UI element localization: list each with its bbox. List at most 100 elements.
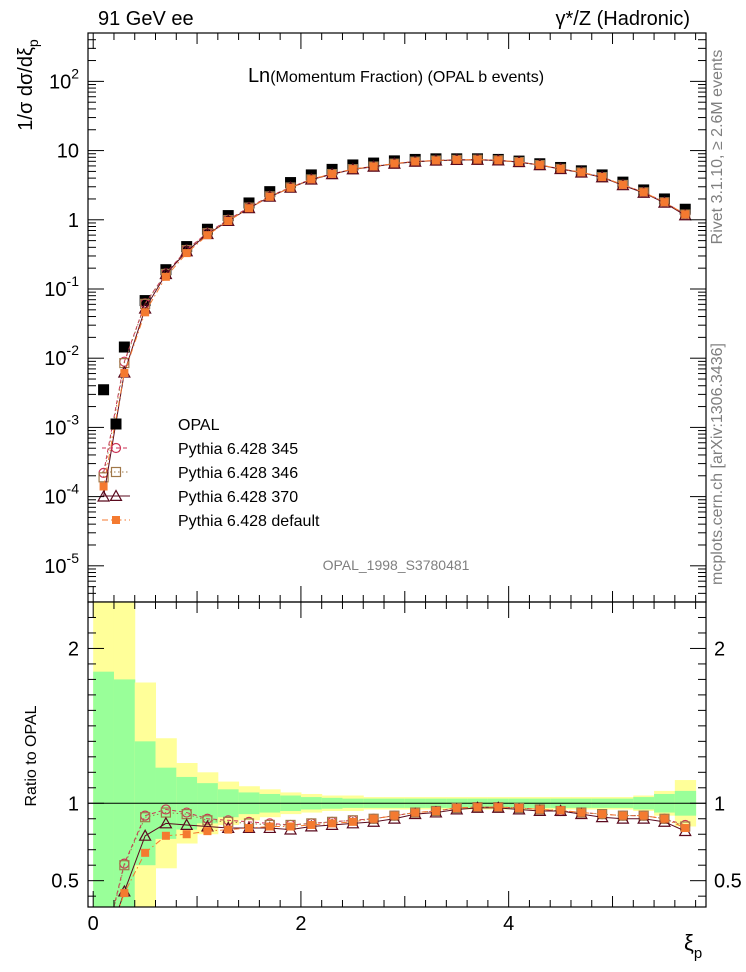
main-point-pythia-6-428-default <box>556 164 565 173</box>
y-tick-label: 10 <box>57 141 79 163</box>
ratio-point-pythia-6-428-default <box>411 808 420 817</box>
main-title-rest: (Momentum Fraction) (OPAL b events) <box>270 69 544 86</box>
ratio-y-tick-label-right: 1 <box>714 793 725 815</box>
stat-uncertainty-band <box>93 671 115 907</box>
y-tick-label: 10-3 <box>44 411 79 439</box>
main-point-pythia-6-428-346 <box>98 472 109 483</box>
ratio-point-pythia-6-428-default <box>203 827 212 836</box>
ratio-point-pythia-6-428-default <box>598 810 607 819</box>
x-tick-label: 4 <box>503 913 514 935</box>
ratio-point-pythia-6-428-default <box>182 830 191 839</box>
legend-marker <box>110 466 122 478</box>
legend-label: Pythia 6.428 345 <box>178 441 298 458</box>
ratio-point-pythia-6-428-default <box>328 819 337 828</box>
ratio-point-pythia-6-428-default <box>681 824 690 833</box>
legend-marker <box>110 442 122 454</box>
ratio-point-pythia-6-428-default <box>431 807 440 816</box>
main-panel: 102 10 1 10-1 10-2 10-3 10-4 10-5 Ln(Momentum F… <box>15 32 707 603</box>
process-label: γ*/Z (Hadronic) <box>556 8 690 30</box>
legend-entry-pythia-6-428-370: Pythia 6.428 370 <box>102 489 298 506</box>
ratio-series-pythia-6-428-default <box>118 803 690 907</box>
main-point-pythia-6-428-default <box>99 482 108 491</box>
legend-marker <box>109 489 123 501</box>
legend-entry-opal: OPAL <box>110 417 220 434</box>
ratio-point-pythia-6-428-default <box>515 803 524 812</box>
ratio-y-axis-label: Ratio to OPAL <box>23 705 40 806</box>
x-tick-label: 2 <box>295 913 306 935</box>
main-point-pythia-6-428-default <box>431 156 440 165</box>
main-point-pythia-6-428-default <box>473 155 482 164</box>
mcplots-label: mcplots.cern.ch [arXiv:1306.3436] <box>709 343 726 585</box>
ratio-point-pythia-6-428-default <box>660 814 669 823</box>
ratio-point-pythia-6-428-default <box>369 814 378 823</box>
main-point-pythia-6-428-default <box>328 169 337 178</box>
stat-uncertainty-band <box>113 679 136 907</box>
legend: OPAL Pythia 6.428 345 Pythia 6.428 346 Pyth… <box>102 417 320 530</box>
ratio-y-tick-label-left: 1 <box>68 793 79 815</box>
legend-label: Pythia 6.428 default <box>178 513 320 530</box>
main-point-pythia-6-428-default <box>369 162 378 171</box>
ratio-point-pythia-6-428-default <box>494 803 503 812</box>
main-series-pythia-6-428-default <box>99 155 690 491</box>
main-point-pythia-6-428-default <box>265 192 274 201</box>
legend-marker <box>112 516 120 524</box>
y-tick-label: 10-2 <box>44 342 79 370</box>
ratio-point-pythia-6-428-default <box>639 811 648 820</box>
ratio-frame <box>87 601 707 908</box>
ratio-point-pythia-6-428-370 <box>138 829 152 841</box>
ratio-y-tick-label-left: 0.5 <box>51 871 79 893</box>
ratio-point-pythia-6-428-default <box>452 803 461 812</box>
ratio-point-pythia-6-428-default <box>556 806 565 815</box>
ratio-point-pythia-6-428-default <box>577 808 586 817</box>
ratio-point-pythia-6-428-346 <box>140 812 151 823</box>
ratio-line-pythia-6-428-346 <box>113 806 686 907</box>
main-point-pythia-6-428-default <box>452 155 461 164</box>
ratio-point-pythia-6-428-346 <box>659 813 670 824</box>
main-point-pythia-6-428-default <box>224 217 233 226</box>
main-point-pythia-6-428-default <box>660 198 669 207</box>
rivet-label: Rivet 3.1.10, ≥ 2.6M events <box>709 50 726 245</box>
ratio-point-pythia-6-428-default <box>265 822 274 831</box>
ratio-point-pythia-6-428-346 <box>202 815 213 826</box>
main-point-pythia-6-428-default <box>681 210 690 219</box>
ratio-point-pythia-6-428-default <box>244 824 253 833</box>
ratio-point-pythia-6-428-346 <box>368 813 379 824</box>
ratio-point-pythia-6-428-default <box>141 848 150 857</box>
main-point-pythia-6-428-default <box>618 180 627 189</box>
main-point-pythia-6-428-default <box>411 157 420 166</box>
ratio-point-pythia-6-428-default <box>307 820 316 829</box>
ratio-point-pythia-6-428-default <box>224 825 233 834</box>
main-series-opal <box>98 153 691 396</box>
main-point-pythia-6-428-default <box>515 157 524 166</box>
main-line-pythia-6-428-default <box>103 159 686 487</box>
legend-marker <box>110 418 122 430</box>
ratio-y-tick-label-right: 0.5 <box>714 871 742 893</box>
main-title: Ln(Momentum Fraction) (OPAL b events) <box>248 65 544 87</box>
y-tick-label: 10-4 <box>44 481 79 509</box>
main-point-pythia-6-428-default <box>390 159 399 168</box>
ratio-point-pythia-6-428-default <box>286 822 295 831</box>
ratio-point-pythia-6-428-346 <box>119 860 130 871</box>
legend-entry-pythia-6-428-345: Pythia 6.428 345 <box>102 441 298 458</box>
svg-text:ξp: ξp <box>684 930 702 962</box>
x-axis-label: ξp <box>684 930 702 962</box>
main-point-pythia-6-428-default <box>639 188 648 197</box>
ratio-point-pythia-6-428-370 <box>159 816 173 829</box>
ratio-line-pythia-6-428-default <box>118 806 686 907</box>
main-point-pythia-6-428-default <box>535 160 544 169</box>
main-point-pythia-6-428-default <box>598 173 607 182</box>
main-point-pythia-6-428-default <box>244 204 253 213</box>
main-point-pythia-6-428-default <box>307 175 316 184</box>
ratio-series-pythia-6-428-370 <box>117 801 692 907</box>
main-point-pythia-6-428-default <box>348 165 357 174</box>
x-tick-label: 0 <box>88 913 99 935</box>
legend-entry-pythia-6-428-default: Pythia 6.428 default <box>102 513 320 530</box>
ratio-point-pythia-6-428-default <box>618 811 627 820</box>
ratio-panel: 2 2 1 1 0.5 0.5 0 2 4 Ratio to OPAL <box>23 601 742 935</box>
legend-label: Pythia 6.428 370 <box>178 489 298 506</box>
y-tick-label: 1 <box>68 210 79 232</box>
legend-label: Pythia 6.428 346 <box>178 465 298 482</box>
ratio-line-pythia-6-428-345 <box>113 806 686 907</box>
ratio-point-pythia-6-428-370 <box>180 818 194 830</box>
main-line-pythia-6-428-346 <box>103 159 686 478</box>
